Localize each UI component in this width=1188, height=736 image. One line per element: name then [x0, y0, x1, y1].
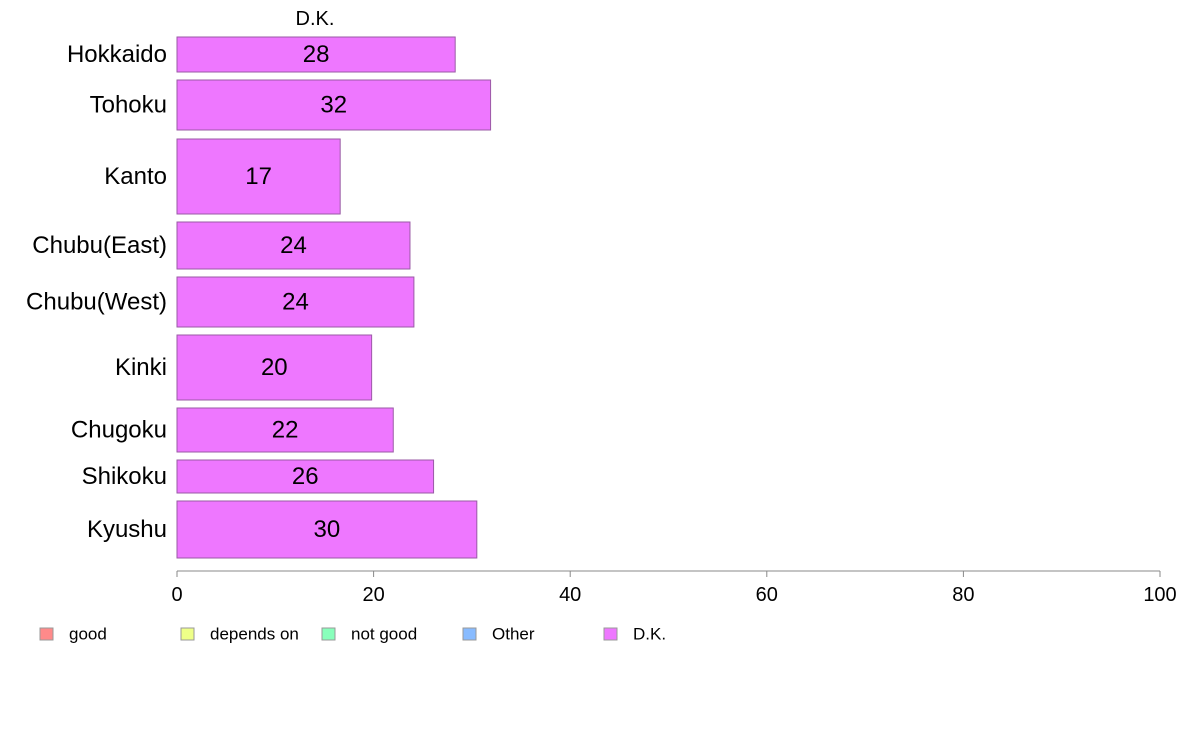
- bar-chubu-west: [176, 276, 415, 328]
- data-label-tohoku: 32: [320, 92, 347, 119]
- x-axis: 0 20 40 60 80 100: [171, 570, 1177, 606]
- category-label-tohoku: Tohoku: [90, 92, 167, 119]
- bars-layer: Hokkaido 28 Tohoku 32 Kanto 17 Chubu(East) 24 Ch…: [26, 36, 492, 559]
- data-label-chubu-west: 24: [282, 289, 309, 316]
- data-label-chubu-east: 24: [280, 232, 307, 259]
- legend-label-not-good: not good: [351, 625, 417, 644]
- legend-label-depends-on: depends on: [210, 625, 299, 644]
- chart-title: D.K.: [296, 8, 335, 30]
- bar-chubu-east: [176, 221, 411, 270]
- category-label-hokkaido: Hokkaido: [67, 41, 167, 68]
- category-label-chubu-west: Chubu(West): [26, 289, 167, 316]
- category-label-kinki: Kinki: [115, 354, 167, 381]
- data-label-shikoku: 26: [292, 463, 319, 490]
- legend-swatch-depends-on: [180, 627, 195, 641]
- legend-label-d-k: D.K.: [633, 625, 666, 644]
- legend-swatch-not-good: [321, 627, 336, 641]
- legend: good depends on not good Other D.K.: [39, 625, 666, 644]
- x-tick-label-100: 100: [1143, 584, 1176, 606]
- bar-chugoku: [176, 407, 394, 453]
- legend-swatch-good: [39, 627, 54, 641]
- bar-kanto: [176, 138, 341, 215]
- data-label-kinki: 20: [261, 354, 288, 381]
- x-tick-label-80: 80: [952, 584, 974, 606]
- bar-kyushu: [176, 500, 478, 559]
- data-label-kanto: 17: [245, 163, 272, 190]
- bar-hokkaido: [176, 36, 456, 73]
- category-label-chugoku: Chugoku: [71, 417, 167, 444]
- category-label-chubu-east: Chubu(East): [32, 232, 167, 259]
- legend-label-other: Other: [492, 625, 535, 644]
- x-tick-label-0: 0: [171, 584, 182, 606]
- category-label-kanto: Kanto: [104, 163, 167, 190]
- data-label-kyushu: 30: [314, 516, 341, 543]
- bar-kinki: [176, 334, 373, 401]
- data-label-chugoku: 22: [272, 417, 299, 444]
- legend-label-good: good: [69, 625, 107, 644]
- bar-shikoku: [176, 459, 435, 494]
- x-tick-label-40: 40: [559, 584, 581, 606]
- bar-tohoku: [176, 79, 492, 131]
- x-tick-label-20: 20: [362, 584, 384, 606]
- category-label-shikoku: Shikoku: [82, 463, 167, 490]
- legend-swatch-d-k: [603, 627, 618, 641]
- x-tick-label-60: 60: [756, 584, 778, 606]
- data-label-hokkaido: 28: [303, 41, 330, 68]
- category-label-kyushu: Kyushu: [87, 516, 167, 543]
- legend-swatch-other: [462, 627, 477, 641]
